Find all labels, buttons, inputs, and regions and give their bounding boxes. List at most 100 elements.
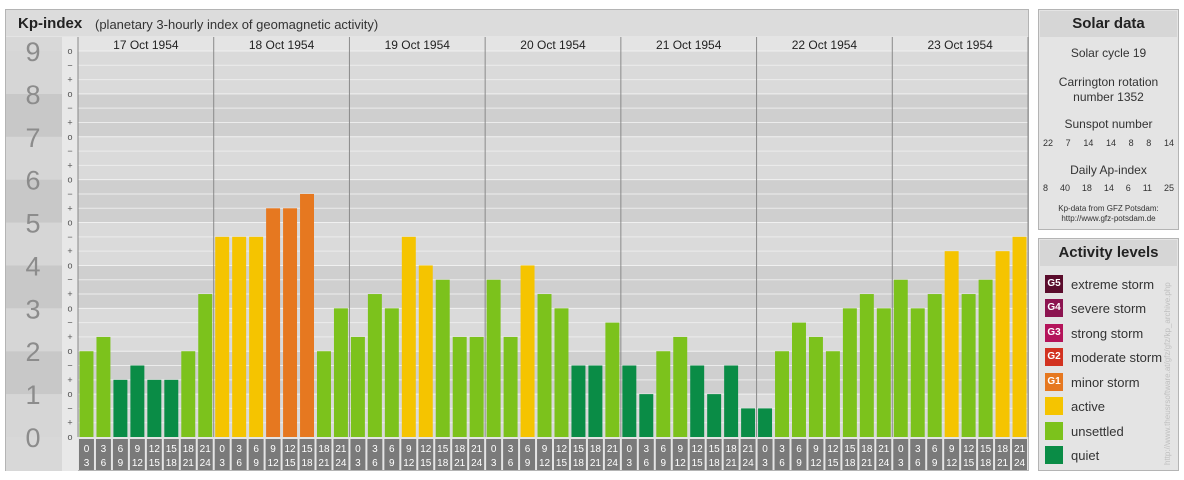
hour-start-label: 6 (389, 444, 395, 455)
hour-cell (621, 439, 637, 470)
sunspot-value: 7 (1065, 138, 1071, 148)
hour-end-label: 3 (84, 458, 90, 469)
y-minor-tick-label: − (67, 232, 72, 242)
chart-title-bar: Kp-index (planetary 3-hourly index of ge… (6, 10, 1028, 36)
y-minor-tick-label: o (67, 432, 72, 442)
kp-bar (605, 322, 620, 437)
kp-bar (639, 394, 654, 437)
hour-start-label: 9 (270, 444, 276, 455)
source-link[interactable]: http://www.gfz-potsdam.de (1061, 214, 1156, 223)
y-minor-tick-label: + (67, 246, 72, 256)
legend-swatch: G4 (1045, 299, 1063, 317)
hour-start-label: 0 (627, 444, 633, 455)
kp-bar (775, 351, 789, 437)
legend-swatch: G5 (1045, 275, 1063, 293)
y-minor-axis-panel (62, 37, 78, 471)
hour-end-label: 18 (166, 458, 178, 469)
hour-cell (961, 439, 977, 470)
hour-start-label: 0 (898, 444, 904, 455)
hour-cell (265, 439, 281, 470)
kp-bar (215, 236, 230, 437)
hour-cell (978, 439, 994, 470)
hour-end-label: 24 (1014, 458, 1026, 469)
hour-cell (842, 439, 858, 470)
hour-end-label: 15 (149, 458, 161, 469)
kp-bar (673, 336, 688, 437)
hour-end-label: 3 (762, 458, 768, 469)
kp-bar (164, 379, 179, 437)
hour-end-label: 6 (644, 458, 650, 469)
kp-bar (707, 394, 722, 437)
hour-end-label: 24 (607, 458, 619, 469)
hour-cell (333, 439, 349, 470)
hour-start-label: 0 (355, 444, 361, 455)
hour-end-label: 21 (997, 458, 1009, 469)
hour-end-label: 24 (471, 458, 483, 469)
y-band-8 (6, 51, 62, 94)
kp-bar (452, 336, 467, 437)
hour-cell (655, 439, 671, 470)
hour-start-label: 6 (525, 444, 531, 455)
hour-start-label: 21 (1014, 444, 1026, 455)
hour-start-label: 15 (709, 444, 721, 455)
ap-value: 40 (1059, 183, 1070, 193)
hour-end-label: 15 (692, 458, 704, 469)
hour-start-label: 9 (135, 444, 141, 455)
hour-cell (384, 439, 400, 470)
hour-start-label: 21 (878, 444, 890, 455)
y-minor-tick-label: + (67, 117, 72, 127)
kp-bar (656, 351, 671, 437)
hour-cell (503, 439, 519, 470)
y-minor-tick-label: o (67, 389, 72, 399)
y-tick-label: 2 (25, 337, 40, 367)
hour-end-label: 6 (508, 458, 514, 469)
hour-cell (757, 439, 773, 470)
hour-cell (231, 439, 247, 470)
kp-bar (961, 294, 976, 437)
hour-start-label: 12 (963, 444, 975, 455)
legend-swatch (1045, 446, 1063, 464)
y-minor-tick-label: o (67, 303, 72, 313)
hour-start-label: 18 (726, 444, 738, 455)
legend-item-extreme-storm: G5 extreme storm (1045, 274, 1154, 294)
kp-bar (113, 379, 128, 437)
y-tick-label: 1 (25, 380, 40, 410)
hour-cell (401, 439, 417, 470)
hour-end-label: 21 (726, 458, 738, 469)
hour-end-label: 6 (372, 458, 378, 469)
hour-start-label: 21 (471, 444, 483, 455)
hour-start-label: 15 (166, 444, 178, 455)
kp-bar (469, 336, 484, 437)
sunspot-values: 22 7 14 14 8 8 14 (1043, 138, 1174, 148)
hour-start-label: 0 (219, 444, 225, 455)
hour-end-label: 3 (898, 458, 904, 469)
hour-end-label: 12 (810, 458, 822, 469)
hour-end-label: 9 (932, 458, 938, 469)
day-label: 23 Oct 1954 (927, 38, 993, 52)
kp-bar (266, 208, 281, 437)
y-minor-tick-label: − (67, 60, 72, 70)
hour-cell (95, 439, 111, 470)
kp-bar (927, 294, 942, 437)
legend-label: minor storm (1071, 374, 1140, 390)
hour-start-label: 15 (437, 444, 449, 455)
y-minor-tick-label: + (67, 75, 72, 85)
hour-cell (537, 439, 552, 470)
hour-cell (79, 439, 94, 470)
ap-value: 6 (1125, 183, 1131, 193)
y-band-0 (6, 394, 62, 437)
day-label: 20 Oct 1954 (520, 38, 586, 52)
hour-end-label: 18 (844, 458, 856, 469)
kp-bar (232, 236, 247, 437)
hour-cell (1012, 439, 1027, 470)
band-8 (78, 51, 1028, 94)
hour-cell (367, 439, 383, 470)
kp-bar (435, 279, 450, 437)
kp-bar (893, 279, 908, 437)
hour-cell (350, 439, 366, 470)
day-label: 18 Oct 1954 (249, 38, 315, 52)
y-tick-label: 0 (25, 423, 40, 453)
kp-bar (249, 236, 264, 437)
kp-bar (978, 279, 993, 437)
day-label: 19 Oct 1954 (385, 38, 451, 52)
